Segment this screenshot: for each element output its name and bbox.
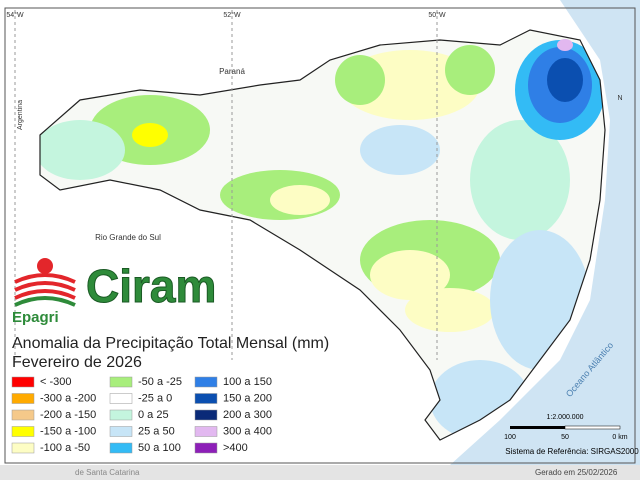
graticule xyxy=(14,10,438,360)
sea xyxy=(450,0,640,465)
north-arrow: N xyxy=(617,95,622,102)
legend-label: 0 a 25 xyxy=(138,409,169,421)
logo-icon xyxy=(14,258,76,307)
place-label: Paraná xyxy=(219,67,245,76)
legend-swatch xyxy=(194,426,218,437)
legend-swatch xyxy=(194,376,218,388)
legend-label: -150 a -100 xyxy=(40,425,96,437)
legend-swatch xyxy=(109,376,133,388)
legend-label: 150 a 200 xyxy=(223,392,272,404)
legend-swatch xyxy=(109,426,133,437)
state-border xyxy=(39,29,606,441)
graticule-label: 54°W xyxy=(6,11,24,19)
legend-label: 100 a 150 xyxy=(223,376,272,388)
legend-label: 200 a 300 xyxy=(223,409,272,421)
legend-swatch xyxy=(109,393,133,404)
place-label: Argentina xyxy=(17,100,24,130)
place-label: Rio Grande do Sul xyxy=(95,233,161,242)
legend-label: >400 xyxy=(223,442,248,454)
scale-tick: 50 xyxy=(561,434,569,441)
footer-right: Gerado em 25/02/2026 xyxy=(535,468,618,477)
logo-org: Epagri xyxy=(12,309,59,326)
legend-swatch xyxy=(11,442,35,454)
scale-bar xyxy=(510,425,621,430)
frame xyxy=(4,7,636,464)
reference: Sistema de Referência: SIRGAS2000 xyxy=(505,447,639,456)
legend-label: 300 a 400 xyxy=(223,425,272,437)
legend-label: 50 a 100 xyxy=(138,442,181,454)
footer-bar xyxy=(0,465,640,480)
legend-swatch xyxy=(11,393,35,404)
legend-swatch xyxy=(11,376,35,388)
logo-name: Ciram xyxy=(86,260,216,312)
legend-label: -200 a -150 xyxy=(40,409,96,421)
graticule-label: 50°W xyxy=(428,11,446,19)
legend-label: -100 a -50 xyxy=(40,442,90,454)
legend-swatch xyxy=(109,409,133,421)
map-subtitle: Fevereiro de 2026 xyxy=(12,354,142,371)
scale-tick: 100 xyxy=(504,434,516,441)
legend-label: -25 a 0 xyxy=(138,392,172,404)
legend-swatch xyxy=(11,426,35,437)
legend-label: < -300 xyxy=(40,376,72,388)
scale-tick: 0 km xyxy=(612,434,627,441)
map-title: Anomalia da Precipitação Total Mensal (m… xyxy=(12,335,329,352)
legend-label: -50 a -25 xyxy=(138,376,182,388)
scale-ratio: 1:2.000.000 xyxy=(547,414,584,421)
legend-swatch xyxy=(194,393,218,404)
footer-left: de Santa Catarina xyxy=(75,468,140,477)
legend-swatch xyxy=(109,442,133,454)
legend-swatch xyxy=(194,409,218,421)
legend-swatch xyxy=(194,442,218,454)
graticule-label: 52°W xyxy=(223,11,241,19)
legend-label: -300 a -200 xyxy=(40,392,96,404)
legend-label: 25 a 50 xyxy=(138,425,175,437)
legend-swatch xyxy=(11,409,35,421)
